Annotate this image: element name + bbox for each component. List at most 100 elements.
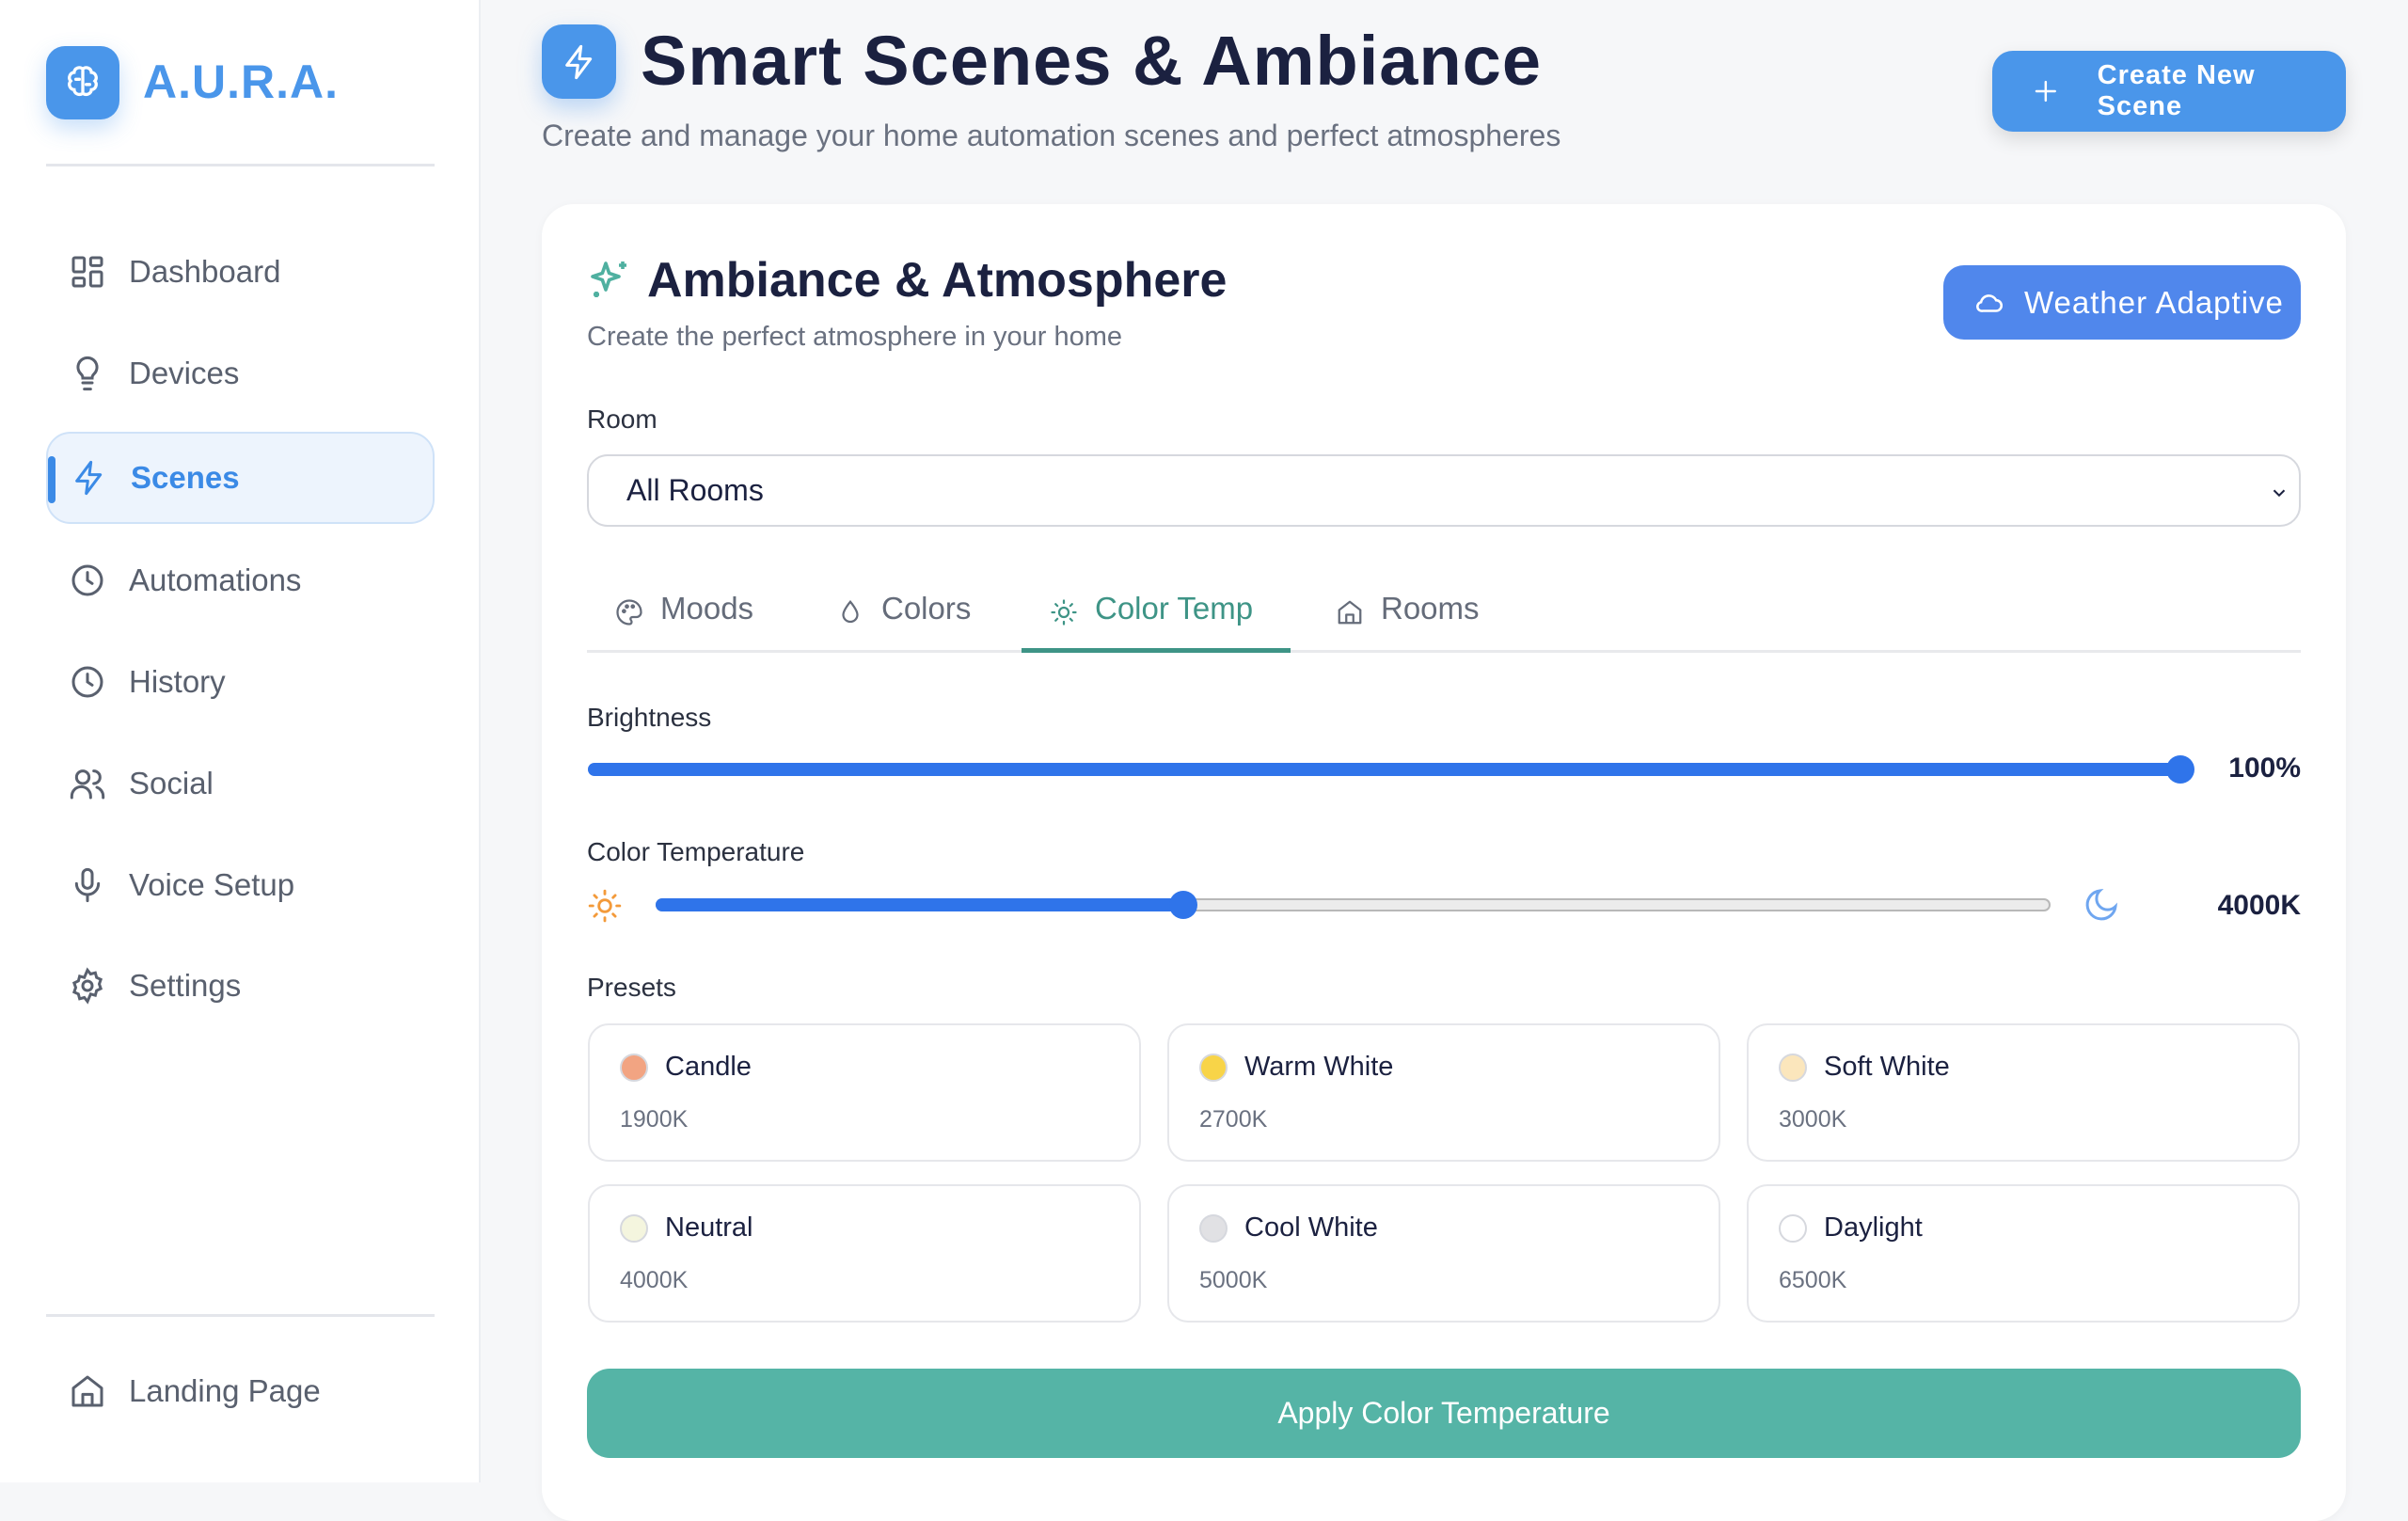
sidebar-item-landing-page[interactable]: Landing Page bbox=[46, 1345, 435, 1437]
sidebar-item-history[interactable]: History bbox=[46, 636, 435, 728]
color-swatch bbox=[1199, 1214, 1228, 1243]
weather-adaptive-label: Weather Adaptive bbox=[2024, 284, 2284, 320]
sidebar-item-settings[interactable]: Settings bbox=[46, 940, 435, 1032]
color-temperature-slider[interactable] bbox=[656, 891, 2051, 919]
sidebar-item-dashboard[interactable]: Dashboard bbox=[46, 226, 435, 318]
ambiance-tabs: Moods Colors Color Temp Rooms bbox=[587, 583, 2301, 653]
brightness-fill bbox=[588, 763, 2180, 776]
weather-adaptive-button[interactable]: Weather Adaptive bbox=[1943, 265, 2301, 340]
color-swatch bbox=[1779, 1214, 1807, 1243]
sidebar-item-label: Scenes bbox=[131, 460, 240, 495]
droplet-icon bbox=[842, 600, 859, 624]
preset-name: Daylight bbox=[1824, 1212, 1923, 1243]
create-new-scene-button[interactable]: Create New Scene bbox=[1992, 51, 2346, 132]
tab-moods[interactable]: Moods bbox=[615, 583, 753, 653]
brain-icon bbox=[46, 46, 119, 119]
tab-label: Colors bbox=[881, 591, 972, 626]
color-temperature-label: Color Temperature bbox=[587, 837, 805, 866]
tab-color-temp[interactable]: Color Temp bbox=[1022, 583, 1291, 653]
sidebar-item-label: Devices bbox=[129, 356, 240, 390]
gear-icon bbox=[71, 967, 103, 1005]
room-select[interactable]: All Rooms bbox=[587, 454, 2301, 527]
sidebar: A.U.R.A. Dashboard Devices Scenes Automa… bbox=[0, 0, 481, 1482]
preset-name: Soft White bbox=[1824, 1052, 1950, 1082]
divider bbox=[46, 1314, 435, 1317]
room-select-value: All Rooms bbox=[626, 473, 764, 507]
color-temperature-value: 4000K bbox=[2217, 890, 2301, 921]
color-temperature-fill bbox=[656, 898, 1182, 911]
presets-label: Presets bbox=[587, 973, 676, 1002]
brightness-thumb[interactable] bbox=[2166, 755, 2194, 784]
apply-color-temperature-button[interactable]: Apply Color Temperature bbox=[587, 1369, 2301, 1458]
preset-cool-white[interactable]: Cool White 5000K bbox=[1167, 1184, 1720, 1323]
preset-daylight[interactable]: Daylight 6500K bbox=[1747, 1184, 2300, 1323]
preset-name: Warm White bbox=[1244, 1052, 1394, 1082]
sidebar-item-label: Dashboard bbox=[129, 254, 281, 289]
tab-label: Moods bbox=[660, 591, 754, 626]
preset-kelvin: 4000K bbox=[620, 1267, 689, 1293]
sidebar-item-label: Settings bbox=[129, 968, 242, 1003]
preset-kelvin: 6500K bbox=[1779, 1267, 1847, 1293]
sidebar-item-label: Voice Setup bbox=[129, 867, 295, 902]
section-title: Ambiance & Atmosphere bbox=[647, 253, 1228, 308]
section-subtitle: Create the perfect atmosphere in your ho… bbox=[587, 322, 1123, 352]
zap-icon bbox=[542, 24, 616, 99]
tab-rooms[interactable]: Rooms bbox=[1336, 583, 1480, 653]
color-swatch bbox=[620, 1214, 648, 1243]
create-new-scene-label: Create New Scene bbox=[2097, 60, 2256, 121]
sun-icon bbox=[588, 889, 622, 923]
sparkles-icon bbox=[591, 261, 626, 297]
palette-icon bbox=[616, 599, 642, 626]
preset-kelvin: 3000K bbox=[1779, 1106, 1847, 1133]
lightbulb-icon bbox=[76, 356, 99, 391]
moon-icon bbox=[2085, 888, 2118, 921]
color-temperature-thumb[interactable] bbox=[1169, 891, 1198, 919]
users-icon bbox=[70, 769, 105, 800]
tab-colors[interactable]: Colors bbox=[836, 583, 971, 653]
preset-warm-white[interactable]: Warm White 2700K bbox=[1167, 1023, 1720, 1162]
sun-icon bbox=[1051, 599, 1077, 626]
sidebar-item-label: Social bbox=[129, 766, 214, 800]
ambiance-card bbox=[542, 204, 2346, 1521]
home-icon bbox=[1338, 600, 1362, 625]
tab-label: Color Temp bbox=[1095, 591, 1254, 626]
page-subtitle: Create and manage your home automation s… bbox=[542, 119, 1561, 152]
sidebar-item-social[interactable]: Social bbox=[46, 737, 435, 830]
divider bbox=[46, 164, 435, 166]
sidebar-item-scenes[interactable]: Scenes bbox=[46, 432, 435, 524]
home-icon bbox=[71, 1375, 103, 1407]
preset-neutral[interactable]: Neutral 4000K bbox=[588, 1184, 1141, 1323]
preset-kelvin: 1900K bbox=[620, 1106, 689, 1133]
preset-name: Cool White bbox=[1244, 1212, 1378, 1243]
zap-icon bbox=[75, 460, 103, 496]
app-name: A.U.R.A. bbox=[143, 55, 339, 108]
page-title: Smart Scenes & Ambiance bbox=[641, 22, 1542, 100]
room-label: Room bbox=[587, 404, 657, 434]
plus-icon bbox=[2035, 80, 2056, 103]
clock-icon bbox=[71, 666, 103, 698]
preset-name: Neutral bbox=[665, 1212, 753, 1243]
preset-candle[interactable]: Candle 1900K bbox=[588, 1023, 1141, 1162]
sidebar-item-automations[interactable]: Automations bbox=[46, 534, 435, 626]
preset-kelvin: 5000K bbox=[1199, 1267, 1268, 1293]
clock-icon bbox=[71, 564, 103, 596]
grid-icon bbox=[71, 256, 103, 288]
brightness-slider[interactable] bbox=[588, 755, 2194, 784]
sidebar-item-label: Landing Page bbox=[129, 1373, 321, 1408]
preset-soft-white[interactable]: Soft White 3000K bbox=[1747, 1023, 2300, 1162]
sidebar-item-devices[interactable]: Devices bbox=[46, 327, 435, 420]
color-swatch bbox=[1199, 1054, 1228, 1082]
color-swatch bbox=[620, 1054, 648, 1082]
brightness-value: 100% bbox=[2228, 753, 2301, 784]
cloud-icon bbox=[1976, 293, 2003, 312]
tab-label: Rooms bbox=[1381, 591, 1480, 626]
brightness-label: Brightness bbox=[587, 703, 712, 732]
sidebar-item-label: Automations bbox=[129, 562, 302, 597]
sidebar-item-label: History bbox=[129, 664, 226, 699]
preset-kelvin: 2700K bbox=[1199, 1106, 1268, 1133]
sidebar-item-voice-setup[interactable]: Voice Setup bbox=[46, 839, 435, 931]
mic-icon bbox=[74, 867, 101, 903]
chevron-down-icon bbox=[2273, 489, 2286, 498]
color-swatch bbox=[1779, 1054, 1807, 1082]
preset-name: Candle bbox=[665, 1052, 752, 1082]
